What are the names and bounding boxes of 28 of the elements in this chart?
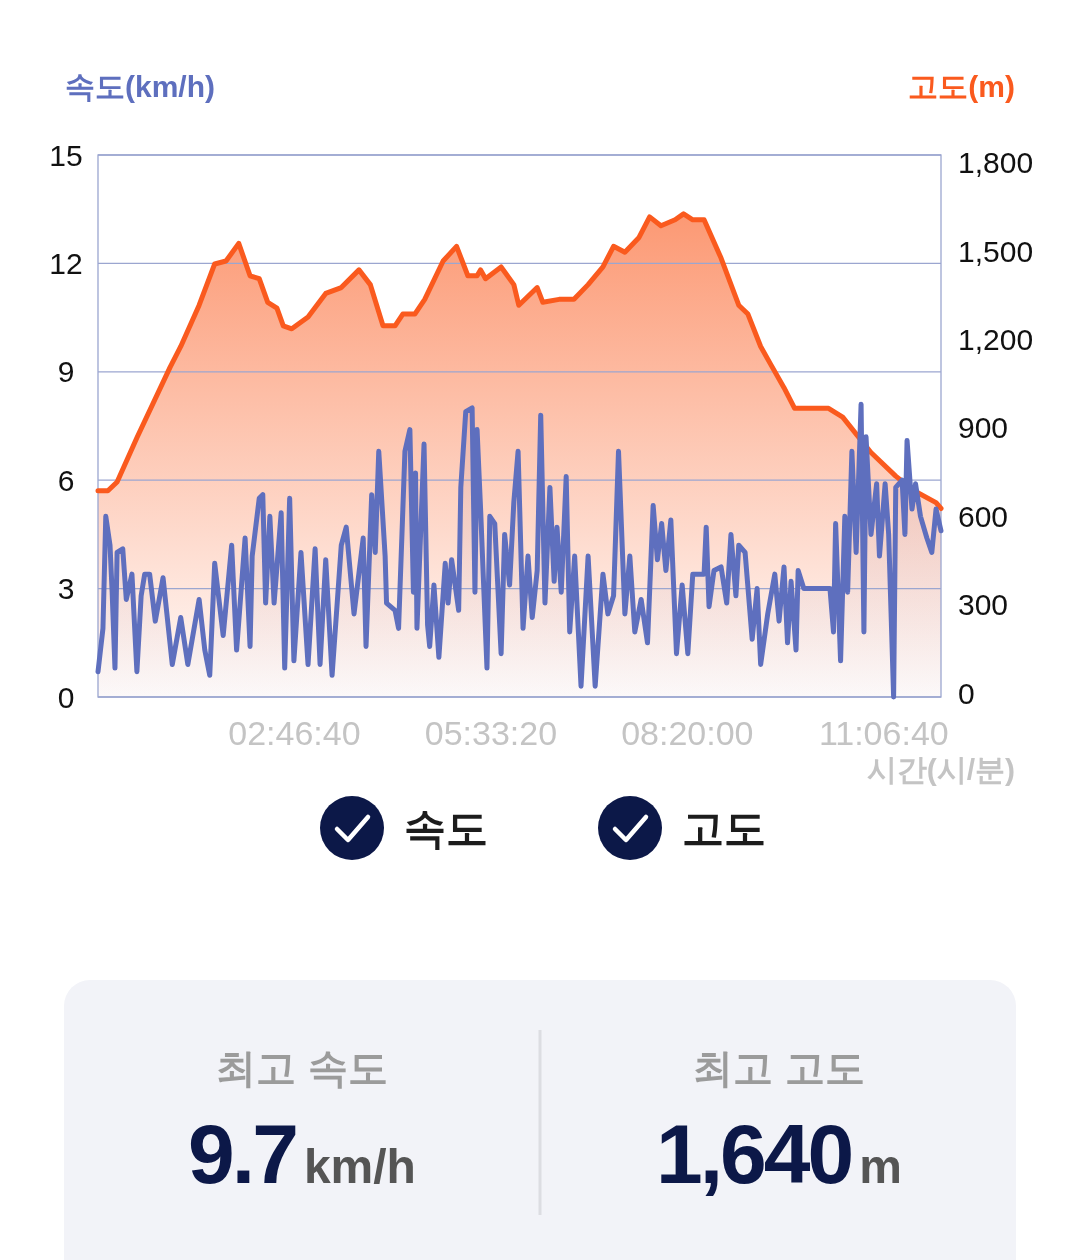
y2-tick-label: 900 [958,411,1009,445]
x-tick-label: 08:20:00 [621,714,754,752]
text: km/h [303,1140,416,1193]
y2-tick-label: 300 [958,588,1009,622]
x-axis-title: 시간(시/분) [866,752,1015,786]
y-tick-label: 15 [49,138,83,172]
y2-axis-title: 고도(m) [908,69,1015,103]
y2-tick-label: 1,800 [958,146,1034,180]
y-axis-title: 속도(km/h) [65,69,215,103]
y-tick-label: 3 [57,572,75,606]
text: 최고 고도 [693,1046,865,1090]
text: m [859,1140,902,1193]
y-tick-label: 6 [57,463,75,497]
legend-label: 고도 [682,804,766,852]
y-tick-label: 9 [57,355,75,389]
x-tick-label: 05:33:20 [424,714,558,752]
y2-tick-label: 0 [958,676,975,710]
y2-tick-label: 1,200 [958,323,1034,357]
text: 1,640 [656,1107,852,1201]
text: 9.7 [188,1107,297,1201]
y-tick-label: 12 [49,246,83,280]
y-tick-label: 0 [57,680,75,714]
y2-tick-label: 600 [958,499,1009,533]
x-tick-label: 02:46:40 [228,714,361,752]
x-tick-label: 11:06:40 [818,714,949,752]
legend-label: 속도 [404,804,488,852]
text: 최고 속도 [216,1046,388,1090]
y2-tick-label: 1,500 [958,234,1034,268]
